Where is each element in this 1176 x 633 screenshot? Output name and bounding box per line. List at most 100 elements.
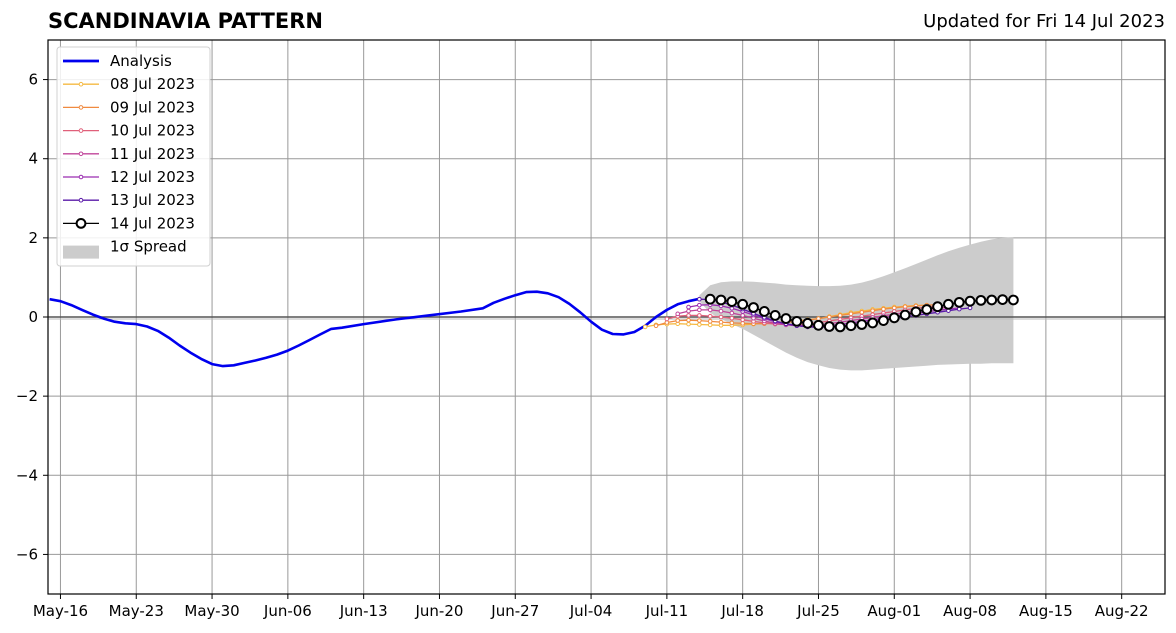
y-tick-label: −2 [16, 387, 38, 405]
legend-label: 10 Jul 2023 [110, 122, 195, 140]
forecast-point [899, 309, 911, 321]
forecast-point [697, 318, 702, 323]
forecast-point [707, 319, 713, 324]
forecast-point [834, 321, 846, 333]
forecast-point [816, 316, 821, 321]
forecast-point [932, 301, 943, 313]
y-tick-label: 6 [28, 71, 38, 89]
legend-label: 12 Jul 2023 [110, 168, 195, 186]
forecast-point [953, 296, 965, 308]
forecast-point [997, 294, 1008, 305]
chart-title: SCANDINAVIA PATTERN [48, 9, 323, 33]
forecast-point [718, 314, 724, 320]
forecast-point [704, 293, 716, 305]
x-tick-label: Aug-08 [943, 602, 997, 620]
legend-marker [78, 128, 84, 133]
forecast-point [718, 319, 724, 325]
y-tick-label: 4 [28, 150, 38, 168]
forecast-point [888, 312, 900, 324]
x-tick-label: Aug-15 [1019, 602, 1073, 620]
forecast-point [726, 296, 738, 307]
forecast-point [964, 295, 976, 307]
legend-marker [75, 218, 87, 229]
legend-box [56, 46, 211, 267]
forecast-point [891, 305, 897, 311]
x-tick-label: Jun-20 [414, 602, 463, 620]
forecast-point [975, 294, 987, 306]
legend-label: 09 Jul 2023 [110, 98, 195, 116]
legend-marker [78, 174, 84, 180]
forecast-point [740, 313, 745, 318]
forecast-point [718, 308, 724, 314]
forecast-point [653, 323, 659, 329]
forecast-point [848, 311, 854, 317]
forecast-point [697, 313, 702, 318]
y-tick-label: −4 [16, 466, 38, 484]
forecast-point [859, 309, 865, 315]
forecast-point [664, 316, 670, 322]
forecast-point [967, 305, 973, 311]
forecast-point [845, 320, 857, 332]
legend-label: 11 Jul 2023 [110, 145, 195, 163]
x-tick-label: Aug-22 [1095, 602, 1149, 620]
forecast-point [740, 321, 745, 326]
forecast-point [697, 307, 702, 313]
forecast-point [921, 304, 933, 315]
forecast-point [675, 311, 680, 317]
legend-swatch [63, 245, 99, 259]
forecast-point [748, 302, 759, 313]
forecast-point [729, 320, 735, 326]
forecast-point [827, 314, 832, 320]
forecast-point [856, 319, 868, 330]
legend-marker [78, 151, 84, 157]
forecast-point [878, 315, 889, 326]
forecast-point [686, 321, 691, 327]
forecast-point [986, 294, 998, 306]
legend-marker [78, 197, 84, 203]
spread-band [699, 237, 1014, 371]
forecast-point [910, 306, 922, 318]
forecast-point [686, 308, 691, 314]
forecast-point [707, 307, 713, 313]
forecast-point [686, 304, 691, 310]
forecast-point [729, 310, 735, 316]
y-tick-label: 0 [28, 308, 38, 326]
legend-label: Analysis [110, 52, 172, 70]
forecast-point [729, 315, 735, 321]
legend-label: 14 Jul 2023 [110, 214, 195, 232]
forecast-point [664, 320, 670, 325]
legend-label: 1σ Spread [110, 238, 187, 256]
x-tick-label: May-30 [184, 602, 239, 620]
plot-area [48, 237, 1165, 371]
forecast-point [737, 298, 749, 310]
x-tick-label: Jun-13 [339, 602, 388, 620]
x-tick-label: Jun-06 [263, 602, 312, 620]
x-tick-label: May-16 [33, 602, 88, 620]
x-tick-label: Jul-25 [796, 602, 840, 620]
forecast-point [715, 294, 727, 306]
forecast-point [758, 306, 770, 317]
x-tick-label: Aug-01 [867, 602, 921, 620]
forecast-point [697, 296, 702, 302]
forecast-point [881, 306, 886, 312]
y-tick-label: 2 [28, 229, 38, 247]
forecast-point [870, 308, 875, 313]
x-tick-label: Jul-04 [569, 602, 613, 620]
forecast-point [802, 317, 814, 329]
forecast-point [707, 322, 713, 328]
forecast-point [707, 313, 713, 319]
forecast-point [780, 313, 792, 324]
analysis-line [49, 290, 700, 368]
x-tick-label: Jul-18 [720, 602, 764, 620]
forecast-point [642, 324, 648, 330]
forecast-point [943, 298, 954, 310]
forecast-point [697, 322, 702, 327]
updated-label: Updated for Fri 14 Jul 2023 [923, 11, 1165, 32]
forecast-point [837, 313, 843, 318]
forecast-point [769, 310, 781, 321]
forecast-point [686, 313, 691, 318]
forecast-point [697, 302, 702, 308]
legend-label: 13 Jul 2023 [110, 191, 195, 209]
forecast-point [813, 319, 824, 331]
